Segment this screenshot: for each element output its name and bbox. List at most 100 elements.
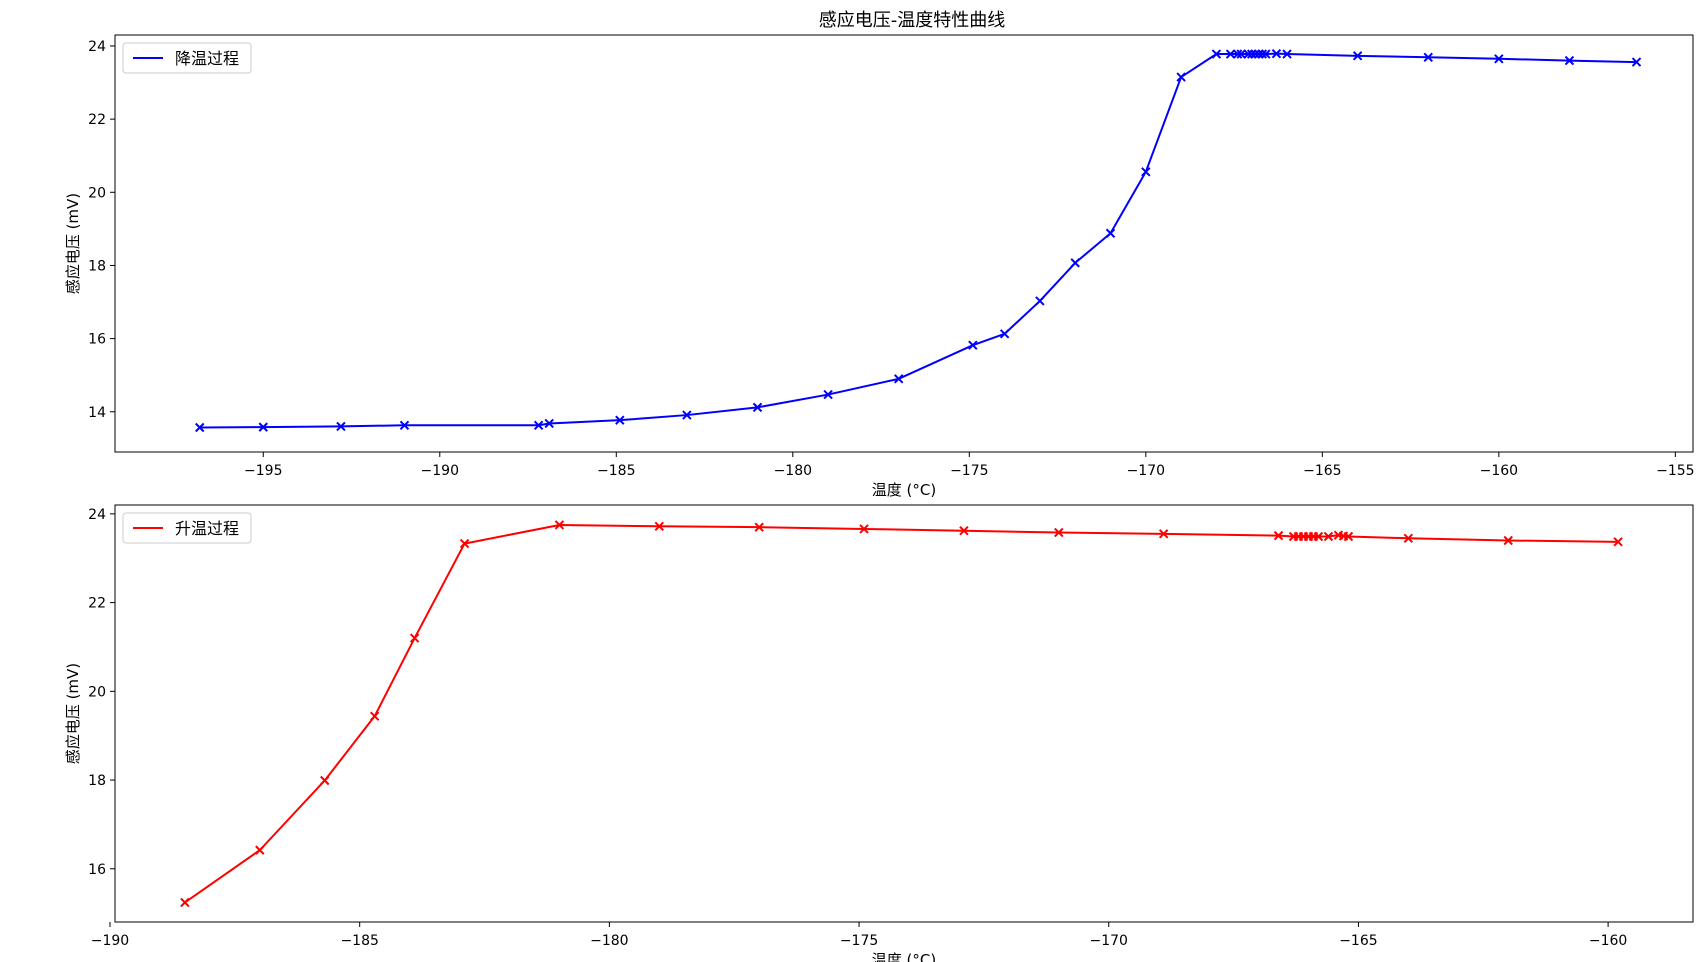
x-tick-label-heating: −180 — [590, 933, 628, 949]
data-point-cooling — [1282, 49, 1292, 59]
data-point-heating — [1054, 527, 1064, 538]
x-tick-label-cooling: −165 — [1303, 463, 1341, 479]
x-tick-label-heating: −170 — [1090, 933, 1128, 949]
data-point-heating — [1323, 531, 1334, 542]
data-point-cooling — [1631, 57, 1642, 67]
legend-cooling: 降温过程 — [122, 42, 252, 74]
y-tick-label-cooling: 22 — [88, 112, 106, 128]
y-tick-label-heating: 18 — [88, 773, 106, 789]
data-point-heating — [1403, 533, 1414, 543]
y-tick-label-cooling: 16 — [88, 332, 106, 348]
data-point-cooling — [1232, 49, 1243, 59]
data-point-heating — [959, 526, 969, 536]
legend-heating: 升温过程 — [122, 512, 252, 544]
data-point-cooling — [258, 422, 268, 432]
data-point-cooling — [1494, 54, 1504, 64]
data-point-cooling — [999, 329, 1010, 339]
plot-area-cooling — [195, 48, 1642, 433]
x-tick-label-cooling: −185 — [597, 463, 635, 479]
data-point-cooling — [1564, 55, 1575, 66]
axes-cooling: 降温过程 −195 −190 −185 −180 −175 −170 −165 −160 −15… — [64, 34, 1695, 499]
x-tick-label-cooling: −180 — [774, 463, 812, 479]
data-point-cooling — [195, 422, 205, 433]
data-point-heating — [1613, 537, 1623, 547]
x-tick-label-heating: −190 — [91, 933, 129, 949]
x-axis-label-heating: 温度 (°C) — [872, 951, 936, 962]
data-point-cooling — [1261, 49, 1271, 59]
chart-title: 感应电压-温度特性曲线 — [819, 10, 1006, 31]
y-axis-label-heating: 感应电压 (mV) — [64, 663, 82, 764]
plot-area-heating — [180, 520, 1623, 908]
data-point-cooling — [1254, 49, 1264, 59]
data-point-heating — [1158, 529, 1169, 539]
x-tick-label-cooling: −175 — [950, 463, 988, 479]
data-point-cooling — [1257, 49, 1268, 59]
data-point-cooling — [336, 421, 346, 432]
legend-box-cooling — [122, 42, 252, 74]
data-point-cooling — [893, 374, 904, 384]
data-point-cooling — [1225, 49, 1236, 59]
data-point-cooling — [1176, 72, 1186, 82]
data-point-heating — [459, 538, 470, 549]
data-point-cooling — [823, 389, 833, 400]
y-tick-label-cooling: 24 — [88, 39, 106, 55]
y-tick-label-cooling: 20 — [88, 185, 106, 201]
y-tick-label-cooling: 18 — [88, 258, 106, 274]
y-tick-label-heating: 24 — [88, 507, 106, 523]
data-point-heating — [1313, 531, 1324, 542]
x-tick-label-cooling: −190 — [421, 463, 459, 479]
x-tick-label-cooling: −195 — [244, 463, 282, 479]
data-point-cooling — [1247, 49, 1257, 59]
legend-label-heating: 升温过程 — [175, 519, 239, 538]
data-point-cooling — [533, 420, 544, 431]
data-point-heating — [409, 633, 420, 643]
data-point-cooling — [682, 410, 692, 420]
data-point-heating — [859, 524, 869, 534]
data-point-cooling — [1236, 49, 1246, 59]
y-axis-label-cooling: 感应电压 (mV) — [64, 193, 82, 294]
data-point-cooling — [1141, 167, 1151, 177]
data-point-cooling — [1271, 48, 1282, 59]
y-tick-label-heating: 16 — [88, 862, 106, 878]
data-point-cooling — [399, 420, 410, 431]
data-point-cooling — [752, 402, 763, 413]
data-point-cooling — [1352, 51, 1363, 61]
x-tick-label-heating: −175 — [840, 933, 878, 949]
data-point-cooling — [1070, 258, 1080, 268]
data-point-heating — [320, 775, 330, 786]
x-tick-label-heating: −165 — [1339, 933, 1377, 949]
axes-frame-heating — [114, 504, 1694, 923]
data-point-cooling — [1035, 296, 1045, 306]
x-tick-label-cooling: −155 — [1656, 463, 1694, 479]
data-point-cooling — [1105, 228, 1116, 238]
data-point-heating — [654, 521, 665, 532]
data-point-cooling — [1243, 49, 1253, 59]
data-point-heating — [1343, 531, 1354, 542]
data-point-cooling — [1423, 52, 1433, 63]
data-point-heating — [1503, 535, 1513, 546]
x-axis-label-cooling: 温度 (°C) — [872, 481, 936, 499]
legend-label-cooling: 降温过程 — [175, 49, 239, 68]
axes-heating: 升温过程 −190 −185 −180 −175 −170 −165 −160 16 18 20 2… — [64, 504, 1694, 962]
data-point-heating — [180, 897, 190, 908]
data-point-cooling — [1211, 49, 1222, 59]
y-tick-label-heating: 22 — [88, 596, 106, 612]
data-point-heating — [554, 520, 565, 530]
data-point-cooling — [968, 340, 978, 350]
data-point-cooling — [1250, 49, 1260, 59]
data-point-heating — [369, 711, 380, 721]
data-point-heating — [754, 522, 764, 532]
y-tick-label-cooling: 14 — [88, 405, 106, 421]
data-point-heating — [255, 845, 265, 855]
data-point-cooling — [615, 415, 625, 425]
axes-frame-cooling — [114, 34, 1694, 453]
data-point-heating — [1273, 530, 1284, 541]
x-tick-label-heating: −160 — [1589, 933, 1627, 949]
legend-box-heating — [122, 512, 252, 544]
x-tick-label-cooling: −160 — [1480, 463, 1518, 479]
y-tick-label-heating: 20 — [88, 684, 106, 700]
x-tick-label-cooling: −170 — [1127, 463, 1165, 479]
data-point-cooling — [544, 418, 554, 429]
